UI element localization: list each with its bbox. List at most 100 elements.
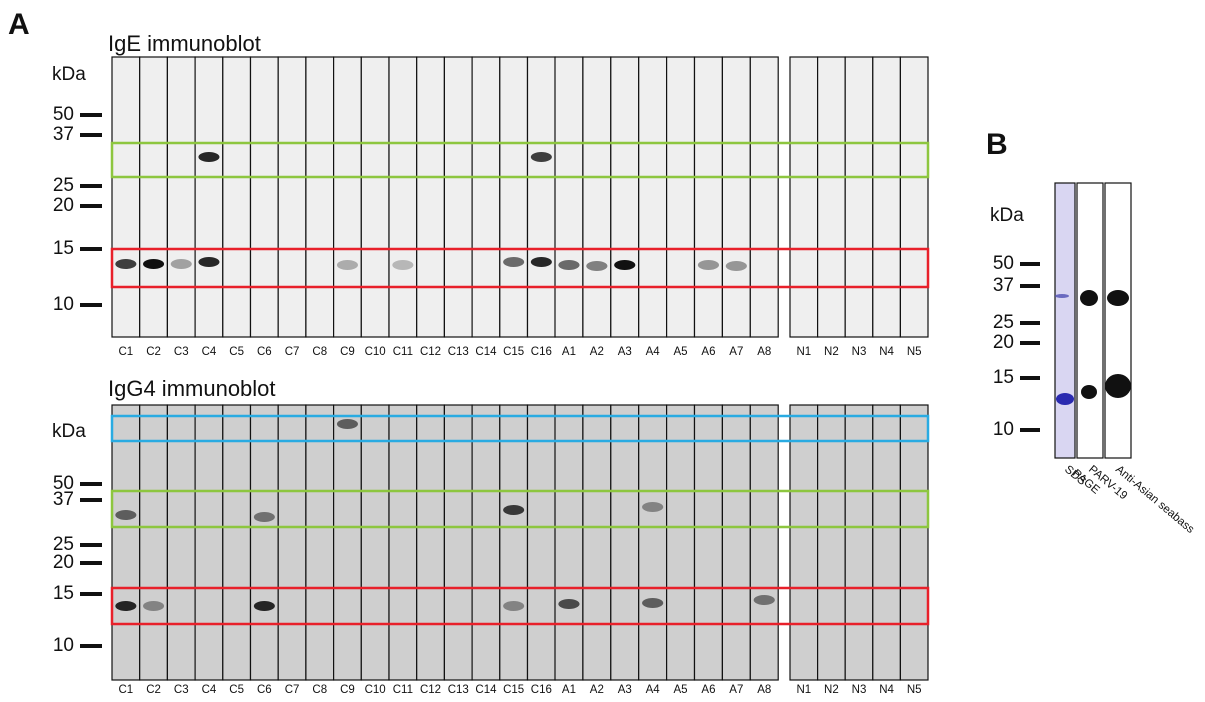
band xyxy=(586,261,607,271)
lane xyxy=(900,405,928,680)
band xyxy=(115,259,136,269)
lane xyxy=(223,405,251,680)
lane-label: C13 xyxy=(448,346,469,358)
marker-tick xyxy=(1020,341,1040,345)
lane-label: C4 xyxy=(202,684,217,696)
marker-tick xyxy=(80,543,102,547)
marker-tick xyxy=(80,247,102,251)
lane xyxy=(1055,183,1075,458)
lane xyxy=(278,405,306,680)
band xyxy=(1107,290,1129,306)
lane-label: A1 xyxy=(562,684,576,696)
band xyxy=(115,601,136,611)
panel-label: A xyxy=(8,8,30,41)
marker-tick xyxy=(1020,321,1040,325)
marker-label: 37 xyxy=(53,124,74,145)
band xyxy=(392,260,413,270)
lane-label: C2 xyxy=(146,684,161,696)
lane xyxy=(112,57,140,337)
lane-label: C1 xyxy=(118,684,133,696)
lane xyxy=(195,405,223,680)
lane xyxy=(223,57,251,337)
band xyxy=(503,505,524,515)
lane xyxy=(306,405,334,680)
lane xyxy=(1077,183,1103,458)
lane xyxy=(140,57,168,337)
band xyxy=(198,152,219,162)
lane-label: C3 xyxy=(174,346,189,358)
lane-label: A3 xyxy=(618,346,632,358)
lane-label: A6 xyxy=(701,684,715,696)
lane xyxy=(306,57,334,337)
marker-label: 20 xyxy=(53,552,74,573)
lane xyxy=(140,405,168,680)
marker-tick xyxy=(80,303,102,307)
lane-label: C5 xyxy=(229,346,244,358)
band xyxy=(198,257,219,267)
band xyxy=(558,260,579,270)
lane-label: C4 xyxy=(202,346,217,358)
band xyxy=(642,502,663,512)
lane xyxy=(695,57,723,337)
marker-tick xyxy=(80,561,102,565)
marker-label: 15 xyxy=(53,583,74,604)
marker-tick xyxy=(80,482,102,486)
band xyxy=(1081,385,1097,399)
lane-label: C16 xyxy=(531,346,552,358)
band xyxy=(143,601,164,611)
lane xyxy=(611,405,639,680)
lane xyxy=(528,405,556,680)
band xyxy=(171,259,192,269)
lane-label: C7 xyxy=(285,684,300,696)
marker-label: 20 xyxy=(993,332,1014,353)
lane-label: A7 xyxy=(729,684,743,696)
lane-label: N4 xyxy=(879,684,894,696)
lane xyxy=(251,405,279,680)
lane-label: A8 xyxy=(757,684,771,696)
marker-tick xyxy=(80,113,102,117)
lane-label: C12 xyxy=(420,346,441,358)
lane-label: C2 xyxy=(146,346,161,358)
lane-label: A5 xyxy=(674,346,688,358)
lane-label: N5 xyxy=(907,346,922,358)
lane xyxy=(818,405,846,680)
lane xyxy=(555,405,583,680)
lane-label: C15 xyxy=(503,684,524,696)
lane xyxy=(472,57,500,337)
band xyxy=(642,598,663,608)
lane-label: C5 xyxy=(229,684,244,696)
band xyxy=(531,152,552,162)
lane-label: N1 xyxy=(796,346,811,358)
lane-label: Anti-Asian seabass xyxy=(1113,463,1196,536)
band xyxy=(337,260,358,270)
lane xyxy=(722,405,750,680)
lane xyxy=(444,57,472,337)
lane-label: N3 xyxy=(852,346,867,358)
lane-label: A3 xyxy=(618,684,632,696)
lane-label: C14 xyxy=(475,346,497,358)
band xyxy=(1056,393,1074,405)
lane xyxy=(167,57,195,337)
lane-label: C8 xyxy=(312,684,327,696)
lane-label: C11 xyxy=(393,684,413,696)
lane xyxy=(639,57,667,337)
lane xyxy=(583,405,611,680)
marker-tick xyxy=(80,592,102,596)
lane xyxy=(112,405,140,680)
marker-label: 37 xyxy=(53,489,74,510)
lane xyxy=(251,57,279,337)
lane xyxy=(790,405,818,680)
lane-label: C9 xyxy=(340,346,355,358)
lane-label: C11 xyxy=(393,346,413,358)
lane-label: N1 xyxy=(796,684,811,696)
band xyxy=(503,257,524,267)
marker-tick xyxy=(80,204,102,208)
lane-label: A4 xyxy=(646,346,661,358)
lane-label: C12 xyxy=(420,684,441,696)
lane xyxy=(417,57,445,337)
lane xyxy=(195,57,223,337)
lane-label: A2 xyxy=(590,684,604,696)
lane-label: C15 xyxy=(503,346,524,358)
lane-label: C6 xyxy=(257,684,272,696)
marker-label: 10 xyxy=(993,419,1014,440)
